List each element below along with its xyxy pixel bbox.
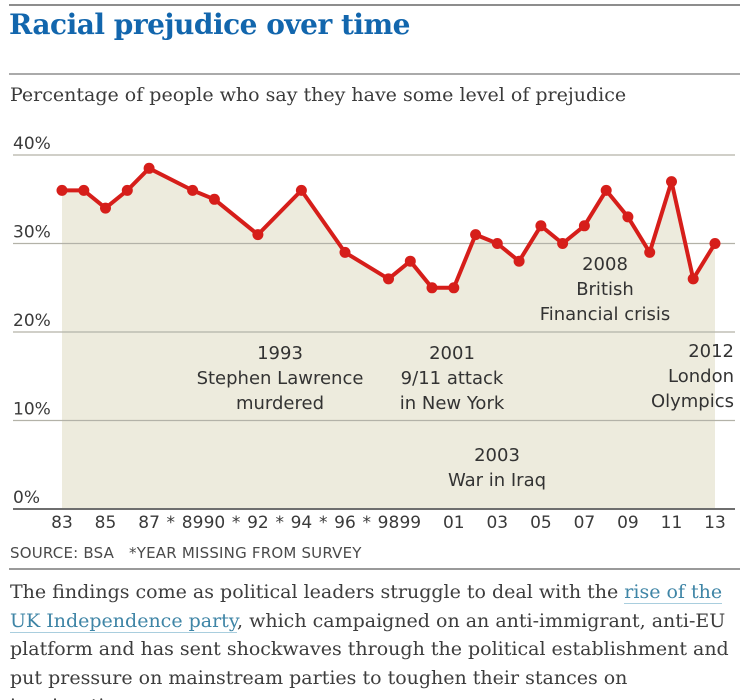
annotation-stephen-lawrence: 1993 Stephen Lawrence murdered — [170, 341, 390, 416]
annotation-line: 1993 — [257, 343, 303, 364]
data-point-1990 — [208, 193, 220, 205]
y-axis-label-30: 30% — [13, 223, 51, 243]
annotation-line: 2012 — [688, 341, 734, 362]
annotation-line: 9/11 attack — [400, 368, 504, 389]
x-tick-1985: 85 — [95, 513, 117, 533]
annotation-line: London — [668, 366, 734, 387]
source-divider — [9, 568, 740, 570]
data-point-2009 — [622, 211, 634, 223]
x-tick-1997: * — [362, 513, 371, 533]
x-tick-2009: 09 — [617, 513, 639, 533]
x-tick-1991: * — [232, 513, 241, 533]
source-line: SOURCE: BSA *YEAR MISSING FROM SURVEY — [10, 544, 362, 562]
x-tick-1987: 87 — [138, 513, 160, 533]
annotation-line: 2003 — [474, 445, 520, 466]
data-point-1998 — [383, 273, 394, 285]
annotation-sept-11: 2001 9/11 attack in New York — [342, 341, 562, 416]
top-rule — [9, 4, 740, 6]
annotation-financial-crisis: 2008 British Financial crisis — [495, 252, 715, 327]
x-tick-1988: * — [167, 513, 176, 533]
x-tick-1990: 90 — [204, 513, 226, 533]
annotation-line: 2008 — [582, 254, 628, 275]
annotation-london-olympics: 2012 London Olympics — [514, 339, 734, 414]
x-tick-2013: 13 — [704, 513, 726, 533]
x-tick-1993: * — [275, 513, 284, 533]
annotation-line: Olympics — [650, 391, 734, 412]
ukip-link[interactable]: rise of the UK Independence party — [10, 581, 723, 633]
data-point-2012 — [687, 273, 699, 285]
annotation-line: murdered — [235, 393, 325, 414]
y-axis-label-0: 0% — [13, 488, 40, 508]
y-axis-label-40: 40% — [13, 134, 51, 154]
chart-subtitle: Percentage of people who say they have s… — [10, 84, 627, 106]
data-point-2007 — [578, 220, 590, 232]
body-paragraph: The findings come as political leaders s… — [10, 578, 743, 700]
paragraph-text-before: The findings come as political leaders s… — [10, 581, 625, 603]
data-point-1987 — [143, 162, 155, 174]
data-point-1989 — [187, 184, 199, 196]
x-tick-1992: 92 — [247, 513, 269, 533]
data-point-1983 — [56, 184, 68, 196]
area-fill — [62, 168, 715, 510]
data-line — [60, 166, 717, 290]
line-chart-canvas: 40% 30% 20% 10% 0% 83 85 87 * 89 90 * 92 * 94 * 96 * 98 99 0… — [13, 134, 735, 533]
annotation-line: 2001 — [429, 343, 475, 364]
annotation-line: War in Iraq — [447, 470, 547, 491]
y-axis-label-10: 10% — [13, 400, 51, 420]
data-point-2001 — [448, 282, 460, 294]
data-point-2000 — [426, 282, 438, 294]
x-tick-2007: 07 — [574, 513, 596, 533]
data-point-1984 — [78, 184, 90, 196]
data-point-2011 — [666, 176, 677, 188]
data-point-2010 — [644, 246, 656, 258]
data-point-2006 — [557, 238, 569, 249]
data-point-2002 — [470, 229, 482, 241]
annotation-line: in New York — [399, 393, 505, 414]
paragraph-text-after: , which campaigned on an anti-immigrant,… — [10, 609, 729, 700]
title-divider — [9, 73, 740, 75]
x-tick-1996: 96 — [334, 513, 356, 533]
chart-title: Racial prejudice over time — [9, 8, 411, 41]
x-tick-1989: 89 — [182, 513, 204, 533]
x-tick-1983: 83 — [51, 513, 73, 533]
data-point-2013 — [709, 238, 721, 249]
data-point-2004 — [513, 255, 525, 267]
data-point-1996 — [339, 246, 351, 258]
data-point-1992 — [252, 229, 264, 241]
data-point-1994 — [295, 184, 307, 196]
x-tick-1998: 98 — [378, 513, 400, 533]
prejudice-line-chart: 40% 30% 20% 10% 0% 83 85 87 * 89 90 * 92 * 94 * 96 * 98 99 0… — [13, 134, 735, 533]
source-label: SOURCE: BSA — [10, 544, 115, 562]
data-point-2005 — [535, 220, 547, 232]
annotation-line: British — [576, 279, 634, 300]
data-point-2008 — [600, 184, 612, 196]
x-tick-2001: 01 — [443, 513, 465, 533]
x-tick-2003: 03 — [486, 513, 508, 533]
x-tick-1994: 94 — [291, 513, 313, 533]
y-axis-label-20: 20% — [13, 311, 51, 331]
x-tick-2005: 05 — [530, 513, 552, 533]
x-tick-2011: 11 — [661, 513, 683, 533]
annotation-line: Stephen Lawrence — [196, 368, 364, 389]
data-point-1985 — [100, 202, 111, 214]
footnote-missing-years: *YEAR MISSING FROM SURVEY — [129, 544, 362, 562]
x-tick-1999: 99 — [399, 513, 421, 533]
data-point-2003 — [491, 238, 503, 249]
annotation-war-iraq: 2003 War in Iraq — [387, 443, 607, 493]
annotation-line: Financial crisis — [539, 304, 671, 325]
x-tick-1995: * — [319, 513, 328, 533]
data-point-1986 — [121, 184, 133, 196]
data-point-1999 — [404, 255, 416, 267]
